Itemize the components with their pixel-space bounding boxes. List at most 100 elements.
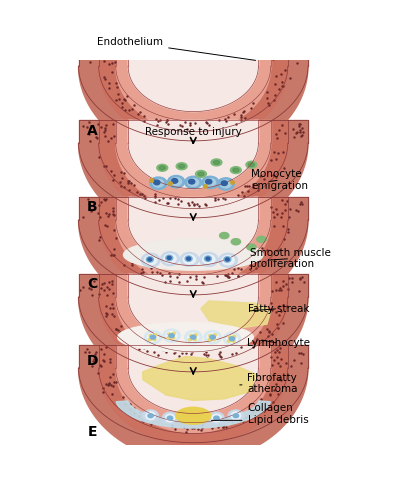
Ellipse shape [220,180,231,188]
Text: Lipid debris: Lipid debris [211,416,308,426]
Ellipse shape [190,334,192,337]
Ellipse shape [165,414,175,422]
Ellipse shape [205,180,212,184]
Ellipse shape [166,332,177,340]
Polygon shape [99,120,116,143]
Polygon shape [128,274,132,297]
Polygon shape [143,356,255,401]
Ellipse shape [187,257,191,260]
Ellipse shape [257,236,266,242]
Ellipse shape [176,163,187,170]
Text: Monocyte
emigration: Monocyte emigration [251,170,308,191]
Text: Smooth muscle
proliferation: Smooth muscle proliferation [250,248,331,270]
Ellipse shape [232,340,235,342]
Ellipse shape [219,232,229,238]
Ellipse shape [148,258,152,261]
Polygon shape [128,120,258,143]
Polygon shape [116,197,128,220]
Ellipse shape [222,256,234,265]
Ellipse shape [148,414,153,418]
Polygon shape [288,274,308,297]
Text: E: E [88,425,97,439]
Polygon shape [288,120,308,143]
Ellipse shape [185,330,202,344]
Ellipse shape [208,338,211,340]
Ellipse shape [223,332,241,345]
Ellipse shape [227,334,237,343]
Ellipse shape [183,255,196,264]
Ellipse shape [207,333,218,342]
Ellipse shape [233,336,236,338]
Ellipse shape [209,412,224,424]
Ellipse shape [178,164,185,168]
Polygon shape [116,345,128,368]
Polygon shape [201,301,271,328]
Polygon shape [116,43,128,66]
Polygon shape [79,220,308,314]
Ellipse shape [231,238,241,245]
Ellipse shape [191,336,196,339]
Ellipse shape [148,333,158,342]
Polygon shape [99,297,288,374]
Polygon shape [258,120,271,143]
Polygon shape [288,197,308,220]
Polygon shape [271,43,288,66]
Text: Media: Media [0,499,1,500]
Polygon shape [116,120,128,143]
Ellipse shape [213,160,219,164]
Ellipse shape [217,178,234,190]
Text: A: A [87,124,98,138]
Polygon shape [201,301,271,328]
Ellipse shape [185,256,192,262]
Ellipse shape [166,255,173,260]
Ellipse shape [193,338,196,340]
Ellipse shape [225,258,229,261]
Ellipse shape [210,336,215,339]
Ellipse shape [176,408,211,424]
Polygon shape [271,197,288,220]
Polygon shape [116,274,128,297]
Polygon shape [128,197,258,220]
Ellipse shape [185,176,202,188]
Ellipse shape [228,410,244,422]
Polygon shape [79,368,308,462]
Ellipse shape [233,168,239,172]
Polygon shape [271,345,288,368]
Polygon shape [128,297,258,343]
Ellipse shape [161,252,179,266]
Polygon shape [116,297,271,362]
Ellipse shape [221,181,227,186]
Ellipse shape [189,338,192,340]
Ellipse shape [154,334,157,336]
Ellipse shape [231,412,241,420]
Polygon shape [288,43,308,66]
Ellipse shape [159,166,165,170]
Polygon shape [128,274,258,297]
Polygon shape [255,120,258,143]
Ellipse shape [154,180,160,184]
Polygon shape [258,43,271,66]
Ellipse shape [188,333,199,342]
Ellipse shape [171,178,182,186]
Text: D: D [87,354,98,368]
Ellipse shape [168,333,171,336]
Text: C: C [87,277,98,291]
Ellipse shape [150,177,167,190]
Text: Endothelium: Endothelium [97,38,256,60]
Ellipse shape [162,412,178,424]
Ellipse shape [180,252,199,266]
Ellipse shape [231,166,241,173]
Ellipse shape [227,340,231,342]
Polygon shape [143,356,255,401]
Polygon shape [128,220,258,266]
Polygon shape [99,143,288,220]
Ellipse shape [246,162,257,168]
Ellipse shape [189,180,195,184]
Ellipse shape [209,334,212,337]
Polygon shape [128,143,258,188]
Text: Lymphocyte: Lymphocyte [247,338,310,348]
Ellipse shape [224,256,231,262]
Text: Response to injury: Response to injury [145,127,242,137]
Polygon shape [79,143,308,237]
Ellipse shape [146,256,153,262]
